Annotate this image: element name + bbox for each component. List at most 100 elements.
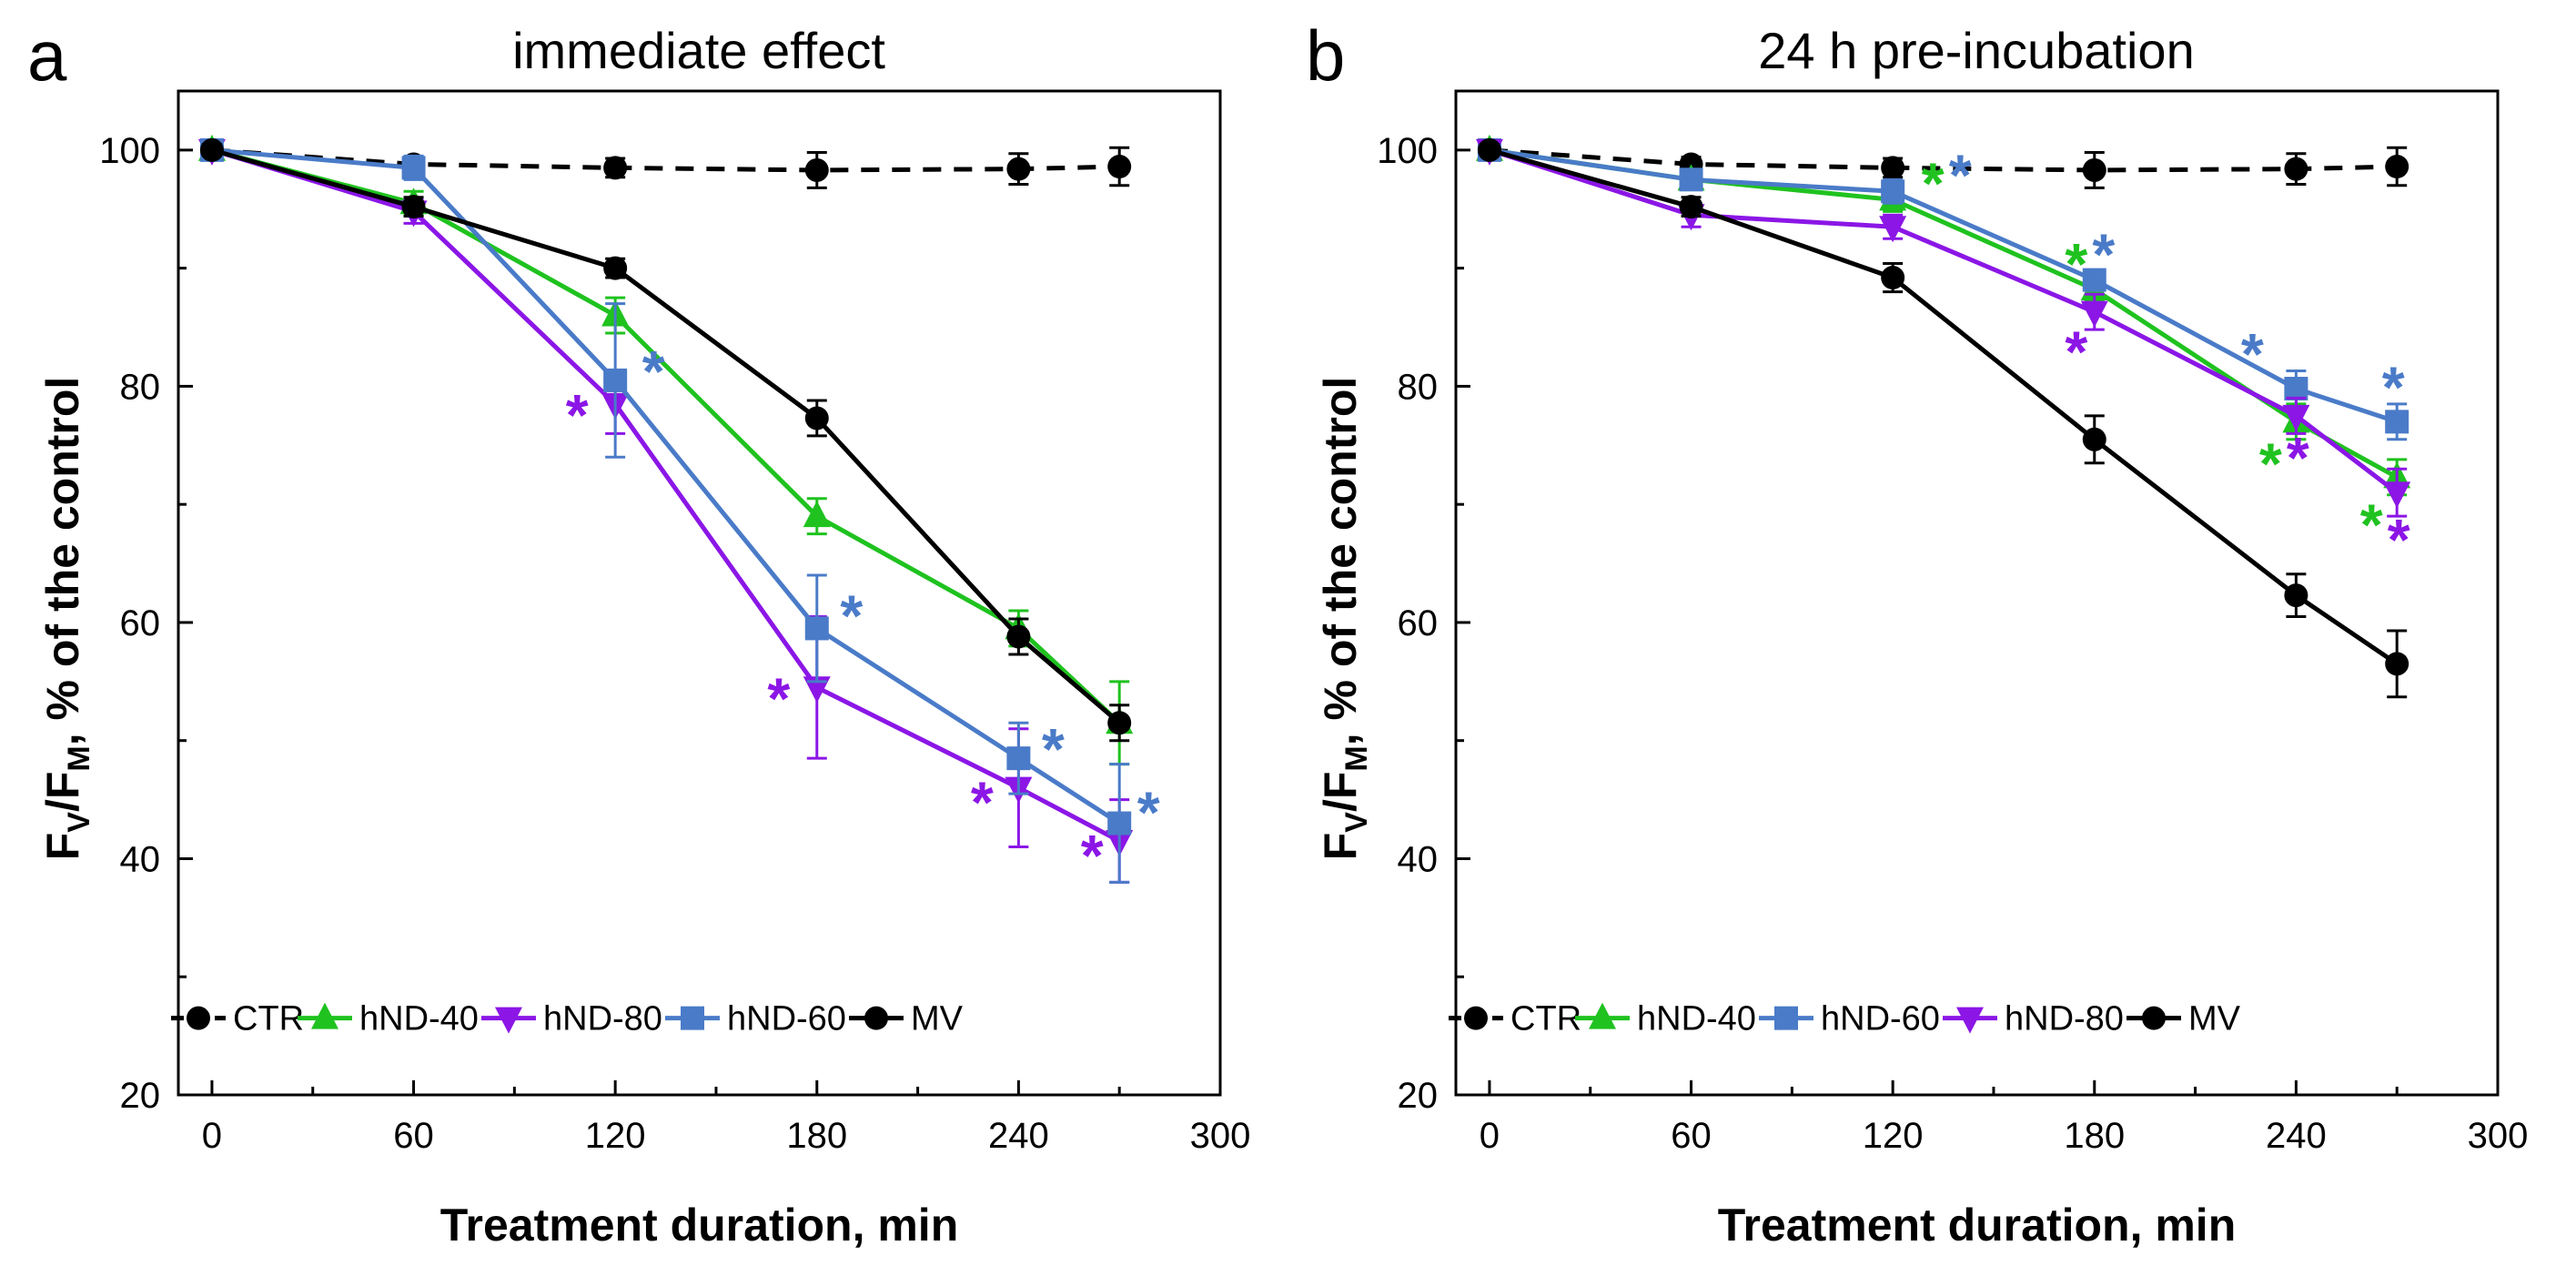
data-point <box>1477 137 1501 162</box>
y-tick-label: 40 <box>1398 839 1439 879</box>
series-hND-40 <box>197 134 1134 766</box>
x-tick-label: 180 <box>2064 1116 2125 1156</box>
data-point <box>2385 652 2409 676</box>
legend-item-CTR: CTR <box>1449 1000 1581 1038</box>
data-point <box>1107 811 1132 836</box>
data-point <box>1881 156 1905 180</box>
x-tick-label: 180 <box>786 1116 847 1156</box>
data-point <box>2385 410 2409 434</box>
y-axis-label-part: /F <box>1315 772 1366 812</box>
legend-item-hND-60: hND-60 <box>665 1000 846 1038</box>
panel-a: a immediate effect 0 60 120 180 240 300 20 40 60 80… <box>27 15 1250 1251</box>
y-tick-label: 80 <box>1398 367 1439 407</box>
panel-letter: b <box>1306 15 1345 96</box>
data-point <box>1879 216 1907 243</box>
panel-letter: a <box>27 15 67 96</box>
legend-label: CTR <box>233 1000 304 1038</box>
y-tick-label: 100 <box>99 131 160 171</box>
panel-b: b 24 h pre-incubation 0 60 120 180 240 300 20 40 6… <box>1306 15 2528 1251</box>
legend-item-hND-40: hND-40 <box>1575 1000 1756 1038</box>
data-point <box>2082 157 2106 182</box>
data-point <box>603 156 628 180</box>
data-point <box>2383 481 2411 509</box>
y-axis-label-part: , % of the control <box>37 377 88 746</box>
data-point <box>603 368 628 392</box>
data-point <box>199 137 224 162</box>
series-line <box>211 147 1121 725</box>
y-axis-label-part: /F <box>37 772 88 812</box>
y-tick-label: 60 <box>1398 603 1439 643</box>
x-axis-label: Treatment duration, min <box>440 1200 959 1251</box>
significance-asterisk: * <box>2259 430 2282 496</box>
legend-marker <box>1774 1006 1798 1030</box>
data-point <box>2082 427 2106 451</box>
y-axis-label: FV/FM, % of the control <box>1315 377 1374 861</box>
legend-item-MV: MV <box>2126 1000 2241 1038</box>
legend-marker <box>495 1007 522 1034</box>
series-line <box>1489 147 2398 424</box>
data-point <box>804 616 829 641</box>
x-tick-label: 300 <box>2468 1116 2529 1156</box>
legend-item-hND-80: hND-80 <box>481 1000 662 1038</box>
y-tick-label: 80 <box>120 367 161 407</box>
legend-marker <box>187 1006 210 1030</box>
series-line <box>211 147 1121 825</box>
data-point <box>1881 266 1905 290</box>
plot-frame <box>1454 89 2500 1097</box>
series-line <box>1489 147 2399 666</box>
x-tick-label: 60 <box>393 1116 434 1156</box>
significance-asterisk: * <box>1137 780 1160 846</box>
legend-label: hND-60 <box>727 1000 846 1038</box>
significance-asterisk: * <box>971 770 994 836</box>
x-tick-label: 240 <box>988 1116 1049 1156</box>
plot-frame <box>177 89 1222 1097</box>
data-point <box>804 406 829 430</box>
significance-asterisk: * <box>2287 425 2309 491</box>
y-axis-label-subscript: M <box>62 745 96 771</box>
significance-asterisk: * <box>840 582 863 648</box>
legend-item-hND-80: hND-80 <box>1943 1000 2124 1038</box>
y-tick-label: 100 <box>1377 131 1438 171</box>
y-axis-label-subscript: M <box>1339 745 1374 771</box>
data-point <box>2284 377 2308 401</box>
significance-asterisk: * <box>2092 222 2115 288</box>
significance-asterisk: * <box>2065 231 2087 297</box>
significance-asterisk: * <box>1081 823 1104 888</box>
legend-item-hND-60: hND-60 <box>1759 1000 1940 1038</box>
y-axis-label-part: F <box>1315 833 1366 861</box>
series-line <box>1489 147 2399 495</box>
legend: CTR hND-40 hND-60 hND-80 MV <box>1449 1000 2241 1038</box>
legend-marker <box>1956 1007 1984 1034</box>
significance-asterisk: * <box>2382 354 2405 420</box>
series-line <box>211 147 1121 844</box>
legend-label: MV <box>2188 1000 2241 1038</box>
y-tick-label: 20 <box>120 1076 161 1116</box>
y-axis-label-part: F <box>37 833 88 861</box>
data-point <box>1107 711 1132 735</box>
legend-marker <box>681 1006 704 1030</box>
legend-marker <box>864 1006 888 1030</box>
legend-item-hND-40: hND-40 <box>298 1000 479 1038</box>
x-tick-label: 60 <box>1671 1116 1712 1156</box>
significance-asterisk: * <box>642 339 665 404</box>
legend-marker <box>311 1002 338 1029</box>
series-MV <box>199 137 1132 743</box>
data-point <box>603 256 628 280</box>
legend-marker <box>1589 1002 1616 1029</box>
significance-asterisk: * <box>2388 507 2410 572</box>
legend-marker <box>2142 1006 2166 1030</box>
chart-title: immediate effect <box>512 22 885 79</box>
significance-asterisk: * <box>1042 716 1065 782</box>
significance-asterisk: * <box>1949 142 1972 208</box>
significance-asterisk: * <box>2360 491 2383 557</box>
series-line <box>1489 147 2398 173</box>
x-tick-label: 120 <box>585 1116 646 1156</box>
chart-title: 24 h pre-incubation <box>1758 22 2194 79</box>
data-point <box>2284 157 2308 181</box>
data-point <box>1006 624 1031 649</box>
significance-asterisk: * <box>767 665 790 731</box>
data-point <box>2082 268 2106 292</box>
x-axis-label: Treatment duration, min <box>1718 1200 2237 1251</box>
series-line <box>211 147 1120 173</box>
